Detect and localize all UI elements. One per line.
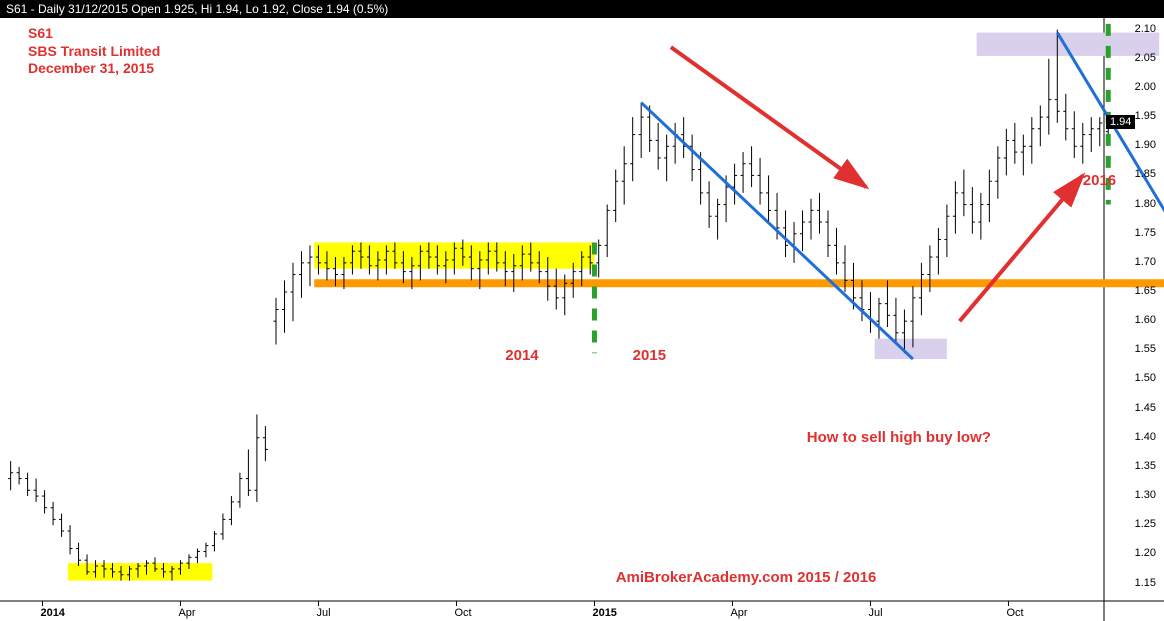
xaxis-tick: Oct: [1006, 607, 1023, 619]
year-label-2014: 2014: [505, 347, 538, 364]
watermark-text: AmiBrokerAcademy.com 2015 / 2016: [616, 569, 877, 586]
chart-svg: [0, 0, 1164, 621]
year-label-2016: 2016: [1083, 172, 1116, 189]
yaxis-tick: 1.20: [1135, 547, 1156, 559]
yaxis-tick: 1.45: [1135, 402, 1156, 414]
yaxis-tick: 1.40: [1135, 431, 1156, 443]
xaxis-tick: Jul: [868, 607, 882, 619]
xaxis-tick: 2015: [592, 607, 616, 619]
yaxis-tick: 1.25: [1135, 518, 1156, 530]
year-label-2015: 2015: [633, 347, 666, 364]
chart-container: S61 - Daily 31/12/2015 Open 1.925, Hi 1.…: [0, 0, 1164, 621]
yaxis-tick: 1.80: [1135, 198, 1156, 210]
yaxis-tick: 2.00: [1135, 81, 1156, 93]
yaxis-tick: 1.95: [1135, 110, 1156, 122]
xaxis-tick: 2014: [40, 607, 64, 619]
yaxis-tick: 1.30: [1135, 489, 1156, 501]
xaxis-tick: Apr: [730, 607, 747, 619]
yaxis-tick: 1.75: [1135, 227, 1156, 239]
yaxis-tick: 1.90: [1135, 139, 1156, 151]
xaxis-tick: Apr: [178, 607, 195, 619]
caption-text: How to sell high buy low?: [807, 429, 991, 446]
yaxis-tick: 1.50: [1135, 372, 1156, 384]
price-flag: 1.94: [1106, 115, 1135, 129]
yaxis-tick: 2.05: [1135, 52, 1156, 64]
xaxis-tick: Jul: [316, 607, 330, 619]
yaxis-tick: 1.35: [1135, 460, 1156, 472]
xaxis-tick: Oct: [454, 607, 471, 619]
yaxis-tick: 1.15: [1135, 577, 1156, 589]
yaxis-tick: 1.85: [1135, 168, 1156, 180]
yaxis-tick: 2.10: [1135, 23, 1156, 35]
yaxis-tick: 1.55: [1135, 343, 1156, 355]
yaxis-tick: 1.65: [1135, 285, 1156, 297]
yaxis-tick: 1.70: [1135, 256, 1156, 268]
yaxis-tick: 1.60: [1135, 314, 1156, 326]
